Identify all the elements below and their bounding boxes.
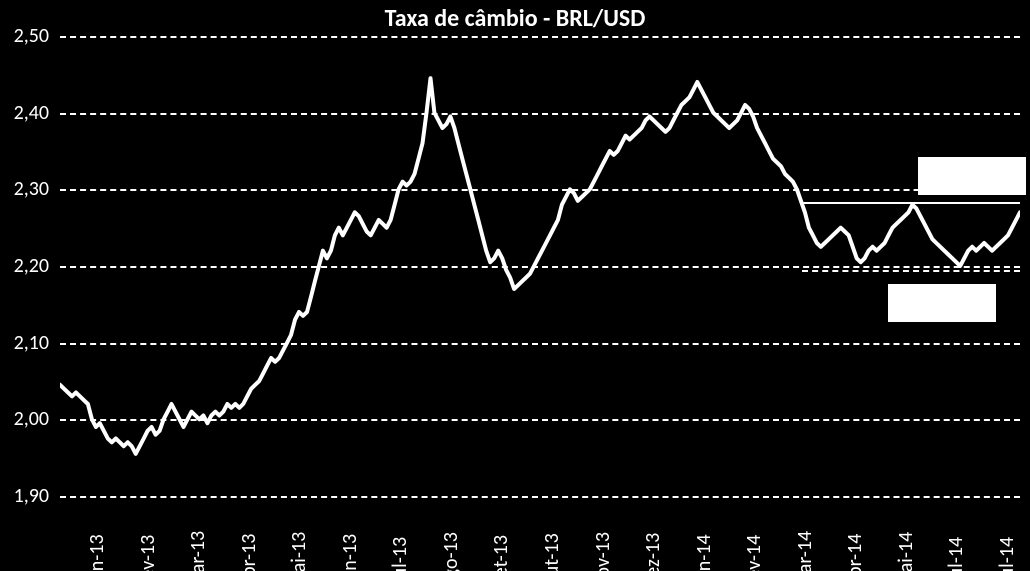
- grid-line: [60, 343, 1020, 345]
- range-line: [802, 270, 1020, 272]
- x-tick-label: out-13: [540, 533, 564, 571]
- x-tick-label: abr-14: [843, 534, 867, 571]
- x-tick-label: jun-13: [338, 534, 362, 571]
- x-tick-label: mar-13: [186, 531, 210, 571]
- y-tick-label: 1,90: [14, 484, 49, 508]
- y-axis: 1,902,002,102,202,302,402,50: [0, 36, 55, 496]
- x-tick-label: jan-13: [85, 534, 109, 571]
- exchange-rate-chart: Taxa de câmbio - BRL/USD 1,90 2,00 2,10 2,2…: [0, 0, 1030, 571]
- x-tick-label: nov-13: [591, 532, 615, 571]
- chart-annotation-box: [918, 157, 1026, 195]
- x-tick-label: set-13: [489, 535, 513, 571]
- grid-line: [60, 496, 1020, 498]
- x-tick-label: jul-14: [944, 537, 968, 571]
- y-tick-label: 2,50: [14, 24, 49, 48]
- y-tick-label: 2,10: [14, 331, 49, 355]
- y-tick-label: 2,30: [14, 177, 49, 201]
- x-tick-label: mai-13: [287, 532, 311, 571]
- x-axis: jan-13 fev-13 mar-13 abr-13 mai-13 jun-13 jul-…: [60, 500, 1020, 570]
- chart-title: Taxa de câmbio - BRL/USD: [0, 4, 1030, 33]
- x-tick-label: jul-14: [995, 537, 1019, 571]
- grid-line: [60, 266, 1020, 268]
- grid-line: [60, 419, 1020, 421]
- x-tick-label: fev-13: [136, 535, 160, 571]
- x-tick-label: jan-14: [692, 534, 716, 571]
- x-tick-label: jul-13: [388, 537, 412, 571]
- x-tick-label: mar-14: [793, 531, 817, 571]
- x-tick-label: abr-13: [237, 534, 261, 571]
- x-tick-label: mai-14: [894, 532, 918, 571]
- chart-annotation-box: [888, 284, 996, 322]
- range-line: [802, 202, 1020, 204]
- grid-line: [60, 189, 1020, 191]
- y-tick-label: 2,40: [14, 101, 49, 125]
- x-tick-label: ago-13: [439, 532, 463, 571]
- y-tick-label: 2,20: [14, 254, 49, 278]
- x-tick-label: dez-13: [641, 533, 665, 571]
- grid-line: [60, 113, 1020, 115]
- grid-line: [60, 36, 1020, 38]
- plot-area: [60, 36, 1020, 496]
- x-tick-label: fev-14: [742, 535, 766, 571]
- y-tick-label: 2,00: [14, 407, 49, 431]
